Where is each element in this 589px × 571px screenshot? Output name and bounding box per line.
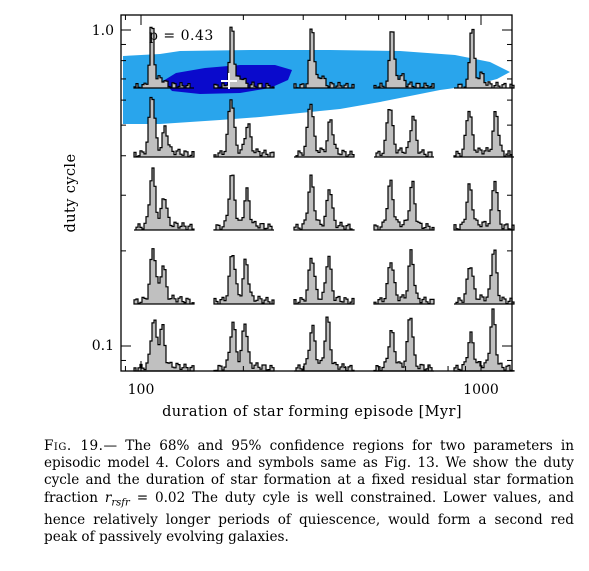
y-tick-label-2: 0.1 xyxy=(92,338,114,354)
histogram-r3-c4 xyxy=(373,179,435,231)
x-tick-label-2: 1000 xyxy=(463,382,499,398)
histogram-r1-c2 xyxy=(213,26,275,89)
y-axis-label: duty cycle xyxy=(63,154,79,233)
histogram-r3-c2 xyxy=(213,174,274,231)
histogram-r3-c3 xyxy=(293,174,355,231)
histogram-r4-c1 xyxy=(133,248,195,305)
histogram-r5-c4 xyxy=(373,317,434,372)
histogram-r4-c2 xyxy=(213,255,275,305)
figure-caption: Fig. 19.— The 68% and 95% confidence reg… xyxy=(44,438,574,546)
histogram-r1-c3 xyxy=(293,28,355,89)
histogram-r4-c3 xyxy=(293,255,355,305)
histogram-r2-c3 xyxy=(294,103,355,158)
histogram-r5-c3 xyxy=(294,316,355,372)
y-tick-label-1: 1.0 xyxy=(92,23,114,39)
histogram-r2-c4 xyxy=(374,109,434,158)
histogram-r5-c5 xyxy=(453,308,515,372)
histogram-r4-c4 xyxy=(373,249,435,305)
histogram-r2-c2 xyxy=(213,99,275,158)
figure-plot: p = 0.43 1.0 0.1 100 1000 duration of st… xyxy=(63,14,515,420)
histogram-r1-c4 xyxy=(373,31,435,89)
histogram-r4-c5 xyxy=(454,249,515,305)
caption-math-var: r xyxy=(104,489,112,506)
caption-text-2: The duty cyle is well constrained. Lower… xyxy=(44,489,574,545)
x-axis-label: duration of star forming episode [Myr] xyxy=(162,404,462,420)
histogram-r1-c5 xyxy=(454,28,515,89)
histogram-r3-c1 xyxy=(134,167,195,231)
axis-ticks xyxy=(121,15,512,371)
caption-fig-label: Fig. 19. xyxy=(44,438,104,454)
p-annotation: p = 0.43 xyxy=(149,28,214,44)
plot-frame xyxy=(120,14,513,372)
histogram-r5-c2 xyxy=(213,321,275,372)
histogram-r3-c5 xyxy=(453,180,515,231)
histogram-r2-c1 xyxy=(133,96,195,158)
histogram-r2-c5 xyxy=(453,110,514,158)
histogram-grid xyxy=(133,26,515,372)
histogram-r1-c1 xyxy=(133,26,194,89)
caption-math-rest: = 0.02 xyxy=(136,489,186,506)
x-tick-label-1: 100 xyxy=(128,382,155,398)
histogram-r5-c1 xyxy=(133,319,195,372)
caption-dash: — xyxy=(103,438,118,454)
caption-math-sub: rsfr xyxy=(111,497,130,509)
caption-text-1: The 68% and 95% confidence regions for t… xyxy=(44,438,574,506)
best-fit-marker xyxy=(221,73,237,89)
